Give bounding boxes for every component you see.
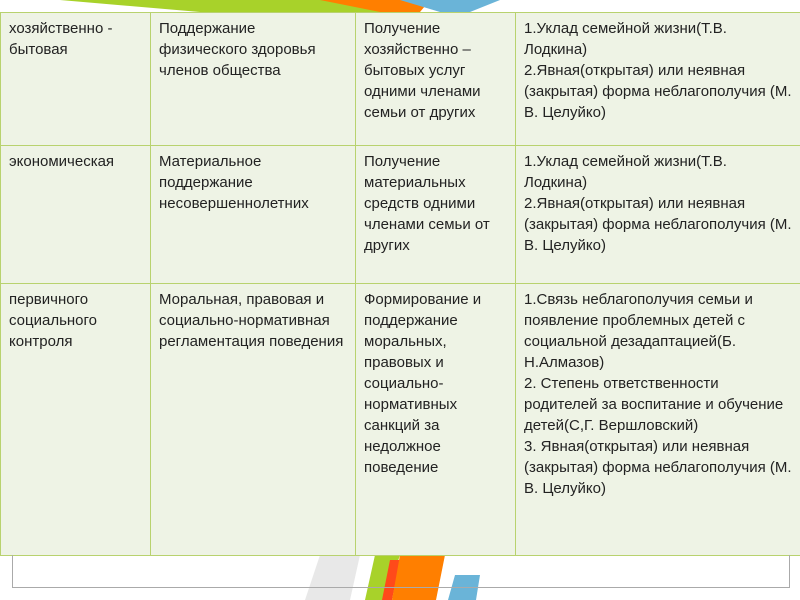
function-name-cell: хозяйственно - бытовая xyxy=(0,12,151,146)
grey-stripe-bottom xyxy=(305,555,360,600)
orange-stripe-bottom xyxy=(392,555,445,600)
functions-table: хозяйственно - бытовая Поддержание физич… xyxy=(0,12,800,556)
society-function-cell: Материальное поддержание несовершеннолет… xyxy=(150,145,356,284)
function-name-cell: первичного социального контроля xyxy=(0,283,151,556)
table-row: экономическая Материальное поддержание н… xyxy=(0,145,800,284)
criteria-cell: 1.Связь неблагополучия семьи и появление… xyxy=(515,283,800,556)
criteria-cell: 1.Уклад семейной жизни(Т.В. Лодкина) 2.Я… xyxy=(515,12,800,146)
individual-function-cell: Получение хозяйственно – бытовых услуг о… xyxy=(355,12,516,146)
table-row: первичного социального контроля Моральна… xyxy=(0,283,800,556)
individual-function-cell: Получение материальных средств одними чл… xyxy=(355,145,516,284)
blue-stripe-top xyxy=(400,0,500,12)
orange-stripe-top xyxy=(320,0,430,12)
criteria-cell: 1.Уклад семейной жизни(Т.В. Лодкина) 2.Я… xyxy=(515,145,800,284)
individual-function-cell: Формирование и поддержание моральных, пр… xyxy=(355,283,516,556)
society-function-cell: Поддержание физического здоровья членов … xyxy=(150,12,356,146)
red-stripe-bottom xyxy=(382,560,400,600)
society-function-cell: Моральная, правовая и социально-норматив… xyxy=(150,283,356,556)
slide-footer-frame xyxy=(12,555,790,588)
green-stripe-top xyxy=(60,0,380,12)
function-name-cell: экономическая xyxy=(0,145,151,284)
table-row: хозяйственно - бытовая Поддержание физич… xyxy=(0,12,800,146)
